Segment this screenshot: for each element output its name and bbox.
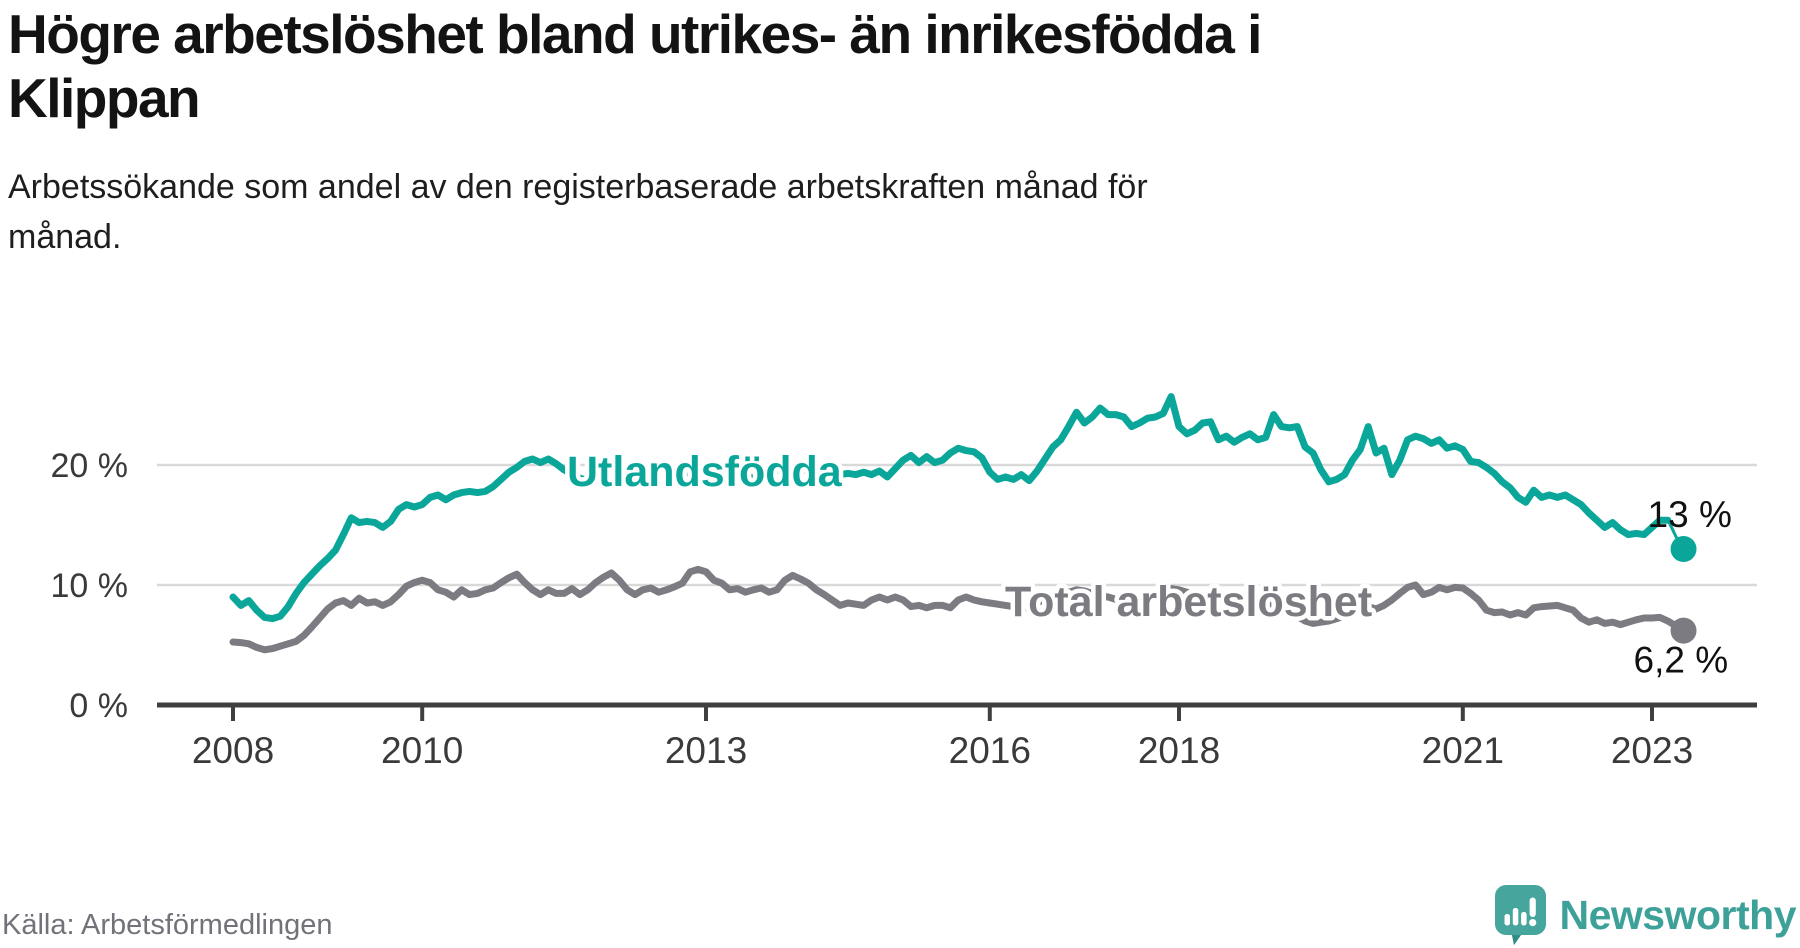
x-tick-label-2021: 2021: [1422, 730, 1504, 771]
source-attribution: Källa: Arbetsförmedlingen: [2, 909, 333, 941]
series-label-utlandsfodda: Utlandsfödda: [567, 448, 843, 496]
series-line-total: [229, 565, 1688, 654]
brand-wordmark: Newsworthy: [1559, 891, 1797, 938]
x-tick-label-2013: 2013: [665, 730, 747, 771]
newsworthy-branding: Newsworthy: [1494, 884, 1797, 946]
speech-bubble-bar-chart-icon: [1494, 885, 1546, 945]
series-label-total: Total arbetslöshet: [1005, 578, 1372, 626]
end-point-dot-total: [1670, 617, 1697, 644]
x-tick-label-2018: 2018: [1138, 730, 1220, 771]
y-tick-label-20: 20 %: [51, 447, 129, 485]
chart-subtitle: Arbetssökande som andel av den registerb…: [8, 168, 1148, 256]
x-tick-label-2008: 2008: [192, 730, 274, 771]
unemployment-line-chart: 2008 2010 2013 2016 2018 2021 2023 0 % 10 % 20 % 6…: [51, 393, 1757, 771]
end-point-dot-utlandsfodda: [1670, 536, 1697, 562]
x-tick-label-2010: 2010: [381, 730, 463, 771]
y-tick-label-10: 10 %: [51, 567, 129, 605]
end-value-label: 13 %: [1648, 494, 1732, 535]
y-tick-label-0: 0 %: [69, 687, 128, 725]
series-line-utlandsfodda: [229, 393, 1672, 623]
x-tick-label-2023: 2023: [1611, 730, 1693, 771]
end-value-label: 6,2 %: [1634, 640, 1729, 681]
x-tick-label-2016: 2016: [949, 730, 1031, 771]
page-title: Högre arbetslöshet bland utrikes- än inr…: [8, 3, 1262, 130]
